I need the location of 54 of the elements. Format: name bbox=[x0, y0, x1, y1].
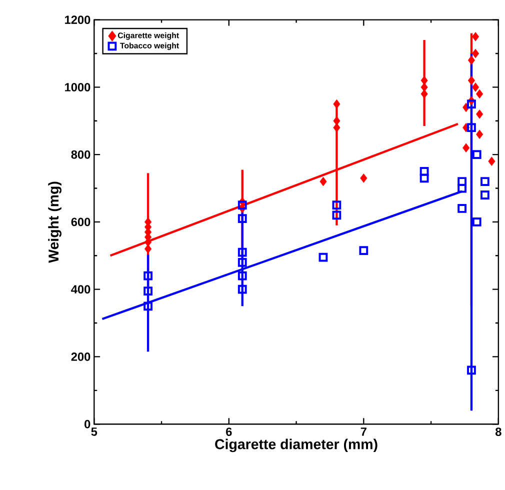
point bbox=[238, 271, 247, 280]
point bbox=[420, 76, 428, 85]
point bbox=[359, 246, 368, 255]
point bbox=[144, 271, 152, 280]
point bbox=[144, 302, 152, 310]
point bbox=[480, 176, 490, 186]
y-tick-label: 200 bbox=[71, 352, 90, 361]
point bbox=[472, 217, 482, 226]
point bbox=[420, 166, 429, 176]
point bbox=[480, 190, 490, 200]
y-tick-label: 0 bbox=[84, 420, 90, 428]
point bbox=[472, 32, 480, 42]
point bbox=[238, 200, 247, 210]
y-tick-label: 800 bbox=[71, 150, 90, 159]
point bbox=[238, 258, 247, 267]
point bbox=[332, 200, 342, 210]
point bbox=[472, 82, 480, 92]
x-tick-label: 8 bbox=[496, 427, 502, 436]
point bbox=[333, 99, 340, 108]
point bbox=[360, 173, 368, 183]
point bbox=[467, 366, 476, 374]
x-tick-label: 6 bbox=[226, 427, 232, 436]
point bbox=[476, 129, 484, 139]
point bbox=[238, 248, 247, 256]
y-tick-label: 600 bbox=[71, 218, 90, 226]
point bbox=[472, 150, 482, 159]
point bbox=[144, 286, 152, 296]
y-axis-title: Weight (mg) bbox=[48, 182, 62, 263]
point bbox=[333, 116, 340, 126]
point bbox=[458, 176, 466, 186]
y-tick-label: 400 bbox=[71, 284, 90, 294]
point bbox=[238, 214, 247, 223]
point bbox=[488, 156, 496, 166]
y-tick-label: 1200 bbox=[65, 15, 90, 24]
point bbox=[332, 210, 342, 220]
point bbox=[458, 204, 466, 213]
point bbox=[238, 284, 247, 294]
point bbox=[468, 55, 475, 65]
point bbox=[472, 48, 480, 58]
x-axis-title: Cigarette diameter (mm) bbox=[215, 438, 378, 452]
point bbox=[468, 76, 475, 85]
point bbox=[462, 142, 470, 152]
point bbox=[467, 99, 476, 108]
point bbox=[467, 122, 476, 132]
point bbox=[420, 173, 429, 182]
x-tick-label: 5 bbox=[91, 427, 98, 436]
point bbox=[420, 82, 428, 92]
point bbox=[318, 252, 328, 262]
y-tick-label: 1000 bbox=[65, 82, 90, 92]
point bbox=[333, 122, 340, 132]
x-tick-label: 7 bbox=[360, 427, 366, 436]
point bbox=[476, 89, 484, 98]
point bbox=[476, 109, 484, 119]
point bbox=[320, 176, 327, 186]
